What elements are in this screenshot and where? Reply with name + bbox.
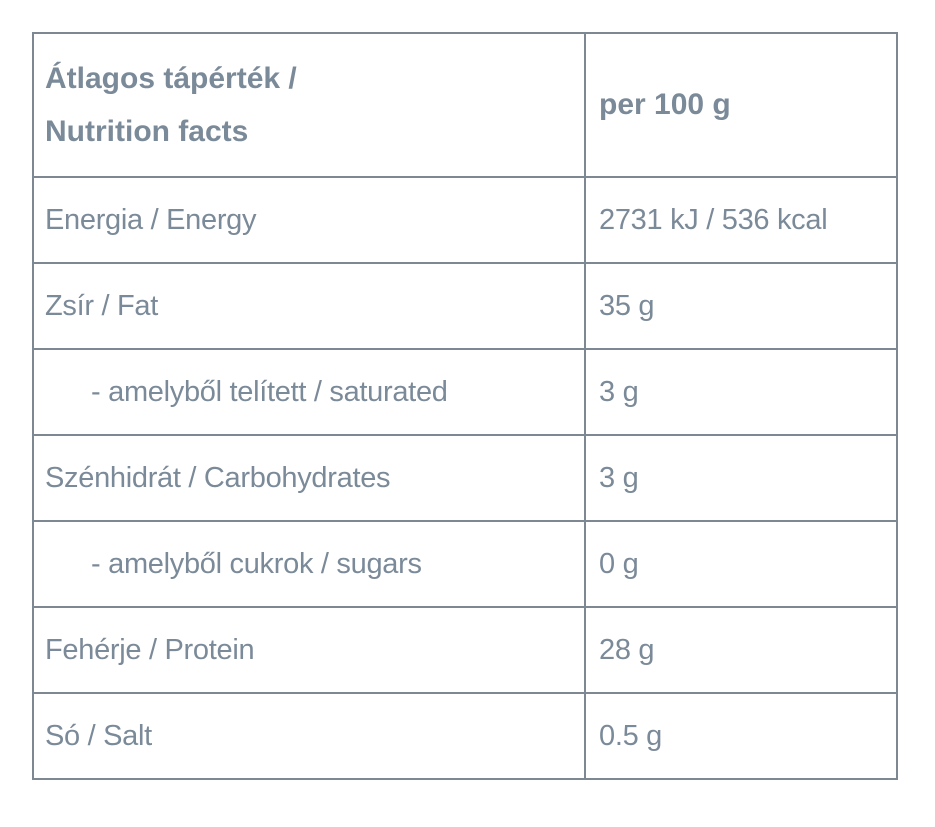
header-title: Átlagos tápérték / Nutrition facts bbox=[32, 32, 586, 178]
row-label-salt: Só / Salt bbox=[32, 692, 586, 780]
row-value-carbohydrates: 3 g bbox=[584, 434, 898, 522]
row-label-carbohydrates: Szénhidrát / Carbohydrates bbox=[32, 434, 586, 522]
row-label-sugars: - amelyből cukrok / sugars bbox=[32, 520, 586, 608]
table-row-saturated-fat: - amelyből telített / saturated 3 g bbox=[32, 348, 898, 436]
table-row-fat: Zsír / Fat 35 g bbox=[32, 262, 898, 350]
table-row-carbohydrates: Szénhidrát / Carbohydrates 3 g bbox=[32, 434, 898, 522]
table-row-energy: Energia / Energy 2731 kJ / 536 kcal bbox=[32, 176, 898, 264]
table-row-protein: Fehérje / Protein 28 g bbox=[32, 606, 898, 694]
row-value-protein: 28 g bbox=[584, 606, 898, 694]
table-row-sugars: - amelyből cukrok / sugars 0 g bbox=[32, 520, 898, 608]
table-header-row: Átlagos tápérték / Nutrition facts per 1… bbox=[32, 32, 898, 178]
nutrition-facts-table: Átlagos tápérték / Nutrition facts per 1… bbox=[32, 32, 898, 780]
row-label-energy: Energia / Energy bbox=[32, 176, 586, 264]
row-value-fat: 35 g bbox=[584, 262, 898, 350]
row-value-energy: 2731 kJ / 536 kcal bbox=[584, 176, 898, 264]
row-value-saturated-fat: 3 g bbox=[584, 348, 898, 436]
row-label-protein: Fehérje / Protein bbox=[32, 606, 586, 694]
row-value-salt: 0.5 g bbox=[584, 692, 898, 780]
row-label-saturated-fat: - amelyből telített / saturated bbox=[32, 348, 586, 436]
table-row-salt: Só / Salt 0.5 g bbox=[32, 692, 898, 780]
header-per-100g: per 100 g bbox=[584, 32, 898, 178]
row-label-fat: Zsír / Fat bbox=[32, 262, 586, 350]
row-value-sugars: 0 g bbox=[584, 520, 898, 608]
